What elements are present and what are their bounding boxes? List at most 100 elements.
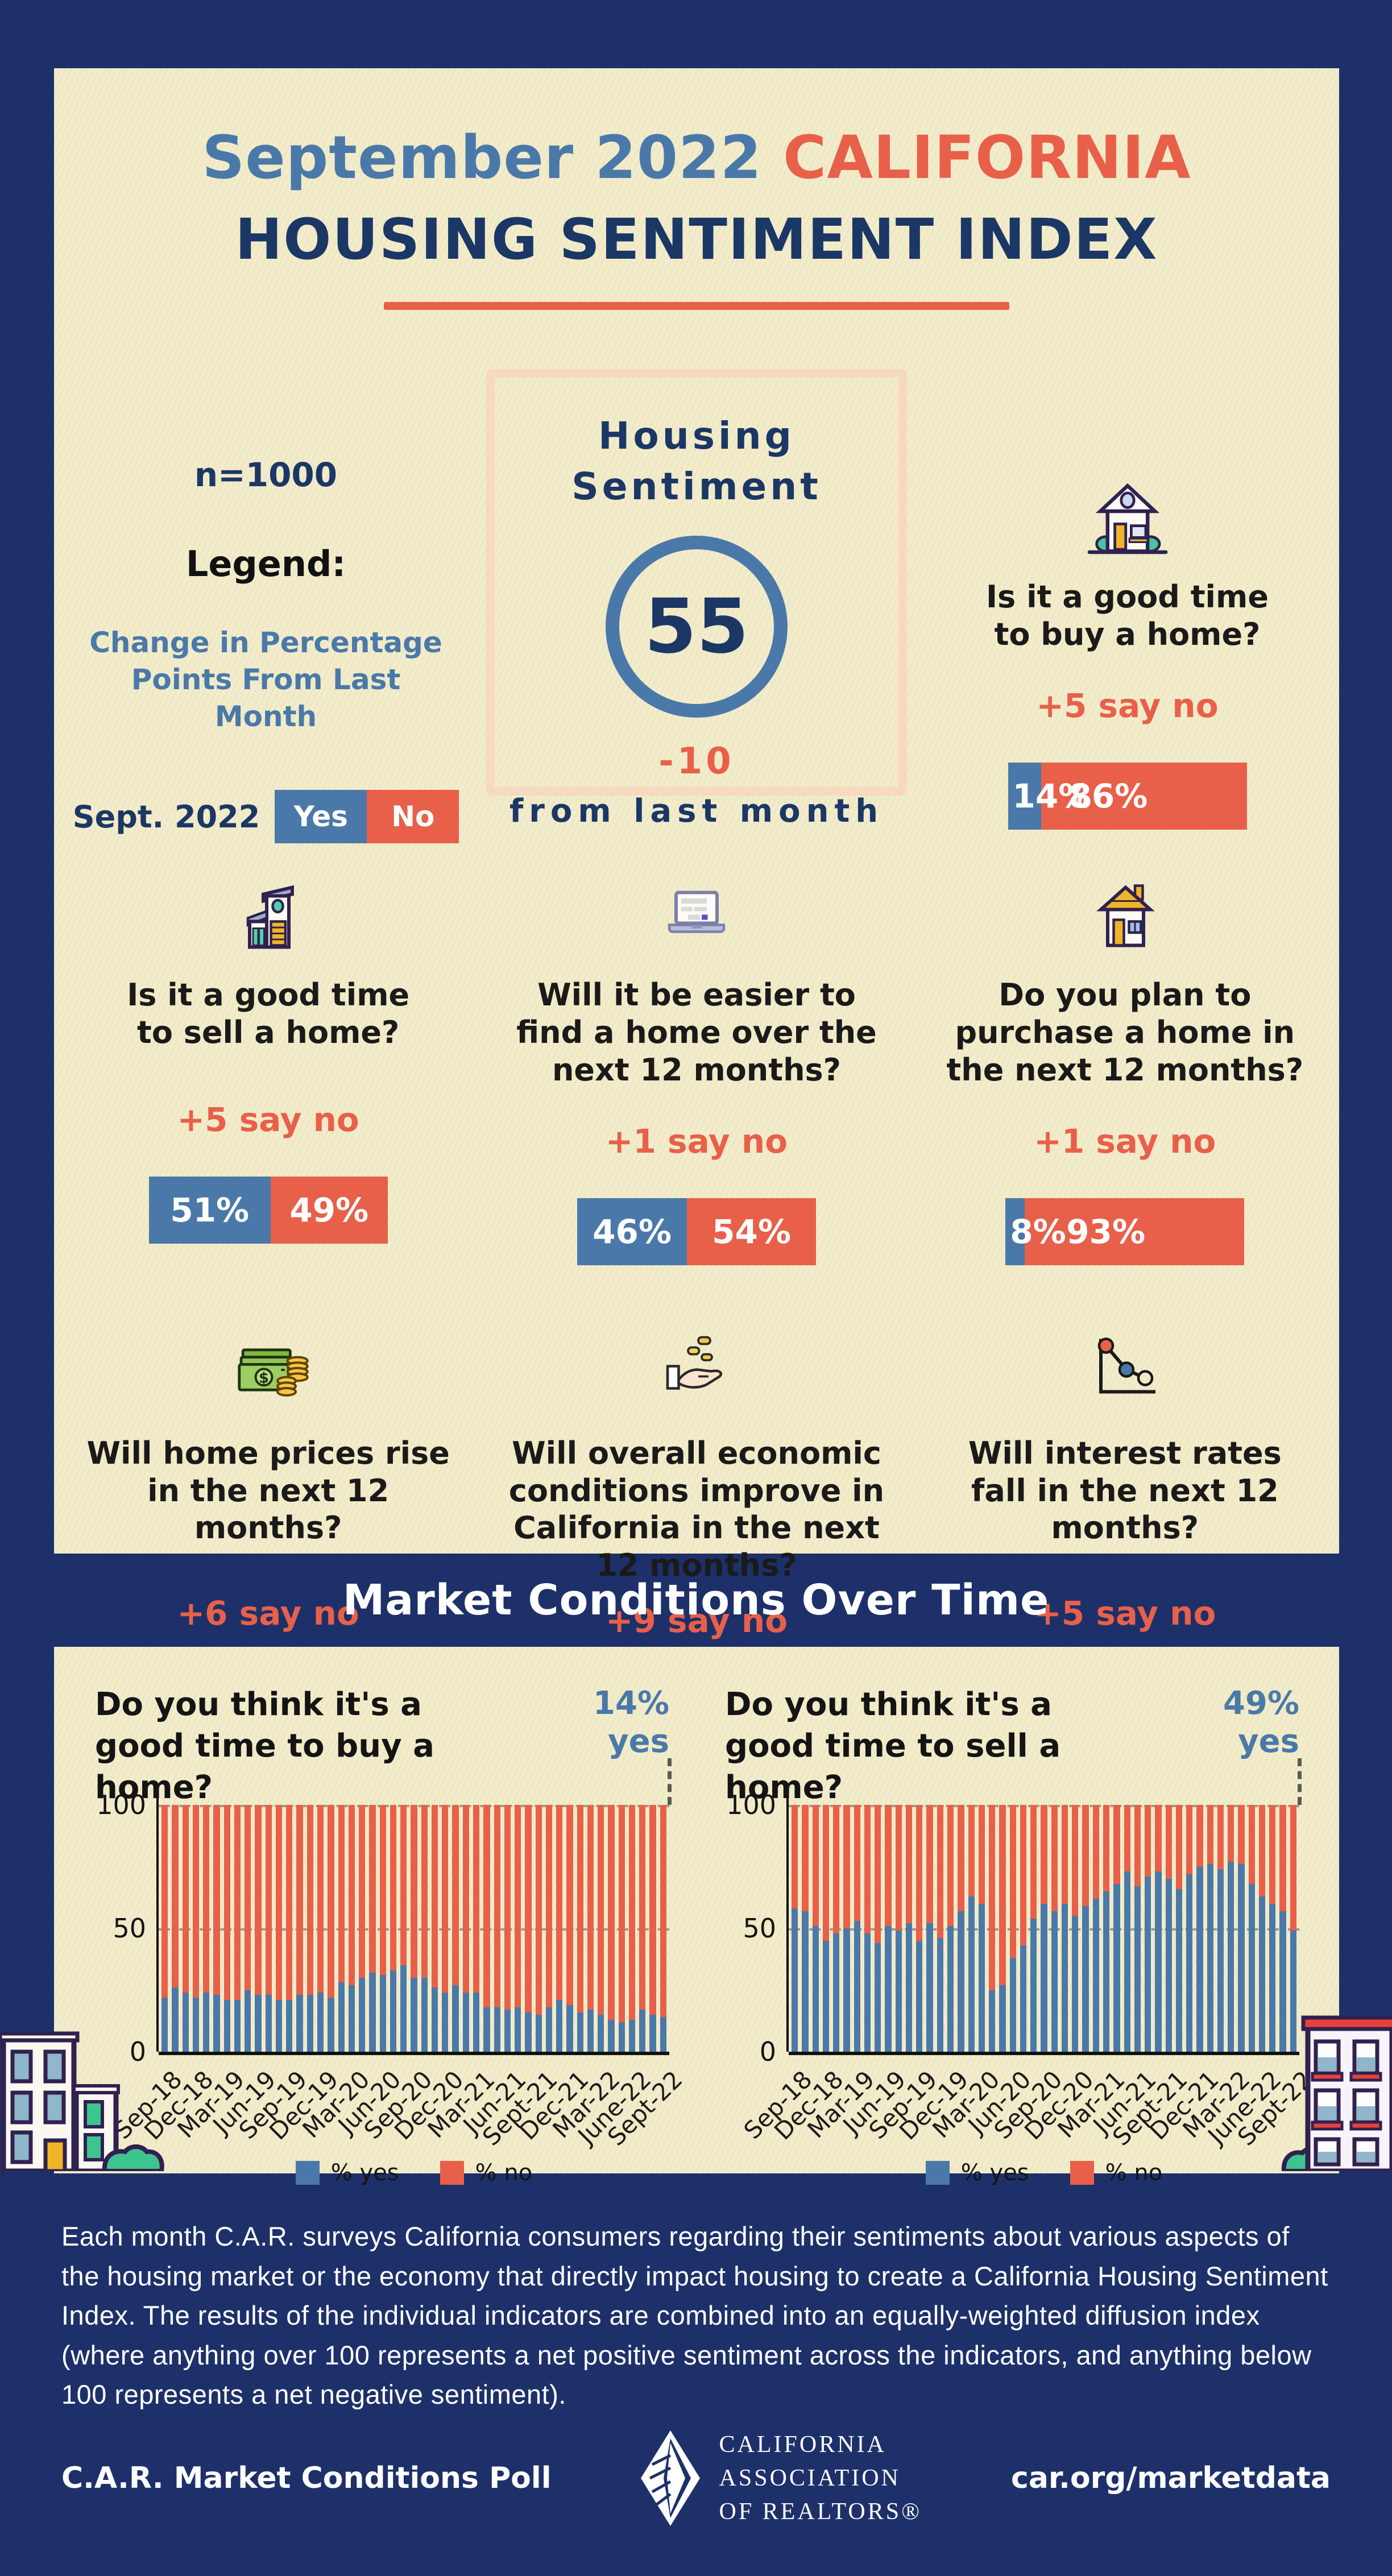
bar <box>1186 1805 1193 2052</box>
bar <box>822 1805 830 2052</box>
bar <box>1196 1805 1203 2052</box>
bar <box>854 1805 860 2052</box>
bar <box>1041 1805 1047 2052</box>
bar <box>1082 1805 1089 2052</box>
bar <box>864 1805 871 2052</box>
yes-swatch <box>925 2161 950 2185</box>
marketdata-link[interactable]: car.org/marketdata <box>1011 2461 1331 2496</box>
bar <box>947 1805 954 2052</box>
bar <box>1269 1805 1276 2052</box>
bar <box>587 1805 594 2052</box>
bar <box>504 1805 511 2052</box>
bar <box>234 1805 241 2052</box>
no-segment <box>270 1177 388 1244</box>
page-subtitle: HOUSING SENTIMENT INDEX <box>235 207 1158 272</box>
title-divider <box>384 302 1009 310</box>
bar <box>608 1805 615 2052</box>
bar <box>792 1805 798 2052</box>
no-value: 54% <box>712 1212 791 1251</box>
bar <box>618 1805 625 2052</box>
yes-no-bar: 46% 54% <box>577 1198 816 1265</box>
car-logo: CALIFORNIA ASSOCIATION OF REALTORS® <box>640 2428 922 2528</box>
bar <box>1238 1805 1245 2052</box>
bar <box>494 1805 500 2052</box>
sample-size: n=1000 <box>194 455 338 494</box>
bar <box>649 1805 656 2052</box>
charts-panel: Do you think it's a good time to buy a h… <box>0 1647 1392 2186</box>
legend-item-yes: % yes <box>925 2160 1029 2186</box>
bar <box>843 1805 850 2052</box>
chart-legend: % yes % no <box>159 2160 669 2186</box>
house-icon <box>915 468 1339 559</box>
panel-question: Do you plan to purchase a home in the ne… <box>946 977 1304 1088</box>
panel-buy-home: Is it a good time to buy a home? +5 say … <box>915 365 1339 843</box>
bar <box>577 1805 583 2052</box>
bar <box>1020 1805 1027 2052</box>
y-tick-100: 100 <box>726 1790 776 1820</box>
bar <box>306 1805 313 2052</box>
title-month: September 2022 <box>202 123 784 192</box>
bar <box>359 1805 366 2052</box>
car-logo-icon <box>640 2430 700 2527</box>
buy-home-chart: Do you think it's a good time to buy a h… <box>95 1684 688 2186</box>
cash-coins-icon: $ <box>54 1318 482 1409</box>
legend-item-no: % no <box>440 2160 532 2186</box>
period-label: Sept. 2022 <box>72 798 260 835</box>
no-segment <box>1024 1198 1245 1265</box>
bar <box>639 1805 646 2052</box>
bar <box>255 1805 262 2052</box>
bar <box>192 1805 200 2052</box>
housing-sentiment-box: Housing Sentiment 55 -10 from last month <box>486 369 907 830</box>
page-title: September 2022 CALIFORNIA <box>54 123 1339 192</box>
right-building-illustration <box>1278 2012 1392 2174</box>
panel-sell-home: Is it a good time to sell a home? +5 say… <box>54 866 482 1265</box>
bar <box>1165 1805 1172 2052</box>
yes-key-box: Yes <box>275 790 367 843</box>
x-axis-labels: Sep-18 Dec-18 Mar-19 Jun-19 Sep-19 Dec-19 Mar-… <box>109 2055 688 2157</box>
panel-delta: +5 say no <box>177 1100 359 1139</box>
bar <box>275 1805 283 2052</box>
bar <box>473 1805 480 2052</box>
panel-find-home: Will it be easier to find a home over th… <box>482 866 910 1265</box>
yes-value: 46% <box>593 1212 672 1251</box>
legend-block: n=1000 Legend: Change in Percentage Poin… <box>54 365 478 843</box>
y-tick-50: 50 <box>743 1913 776 1944</box>
bar <box>411 1805 417 2052</box>
bar <box>1124 1805 1130 2052</box>
sentiment-score: 55 <box>644 583 749 671</box>
bar <box>1134 1805 1141 2052</box>
section-title: Market Conditions Over Time <box>342 1576 1050 1625</box>
bar <box>1175 1805 1183 2052</box>
bar <box>296 1805 303 2052</box>
panel-question: Will it be easier to find a home over th… <box>516 977 877 1088</box>
svg-text:$: $ <box>259 1369 269 1386</box>
bar <box>483 1805 490 2052</box>
stacked-bars <box>789 1805 1299 2052</box>
bar <box>598 1805 604 2052</box>
panel-delta: +1 say no <box>605 1121 788 1161</box>
footer-poll-label: C.A.R. Market Conditions Poll <box>61 2461 552 2496</box>
yes-segment <box>148 1177 271 1244</box>
no-value: 86% <box>1068 776 1148 815</box>
bar <box>916 1805 923 2052</box>
no-key-box: No <box>367 790 459 843</box>
section-band: Market Conditions Over Time <box>0 1554 1392 1647</box>
bar <box>989 1805 996 2052</box>
bar <box>937 1805 943 2052</box>
bar <box>515 1805 521 2052</box>
yes-swatch <box>295 2161 320 2185</box>
chart-annotation: 14% yes <box>593 1685 669 1761</box>
bar <box>1072 1805 1079 2052</box>
bar <box>1228 1805 1234 2052</box>
bar <box>348 1805 355 2052</box>
panel-delta: +6 say no <box>177 1593 359 1633</box>
panel-delta: +5 say no <box>1034 1593 1216 1633</box>
annotation-dashed-line <box>668 1758 672 1805</box>
x-axis-labels: Sep-18 Dec-18 Mar-19 Jun-19 Sep-19 Dec-19 Mar-… <box>739 2055 1318 2157</box>
bar <box>431 1805 438 2052</box>
no-swatch <box>440 2161 464 2185</box>
bar <box>1009 1805 1016 2052</box>
bar <box>1103 1805 1110 2052</box>
panel-question: Will interest rates fall in the next 12 … <box>968 1435 1282 1546</box>
bar <box>1113 1805 1120 2052</box>
